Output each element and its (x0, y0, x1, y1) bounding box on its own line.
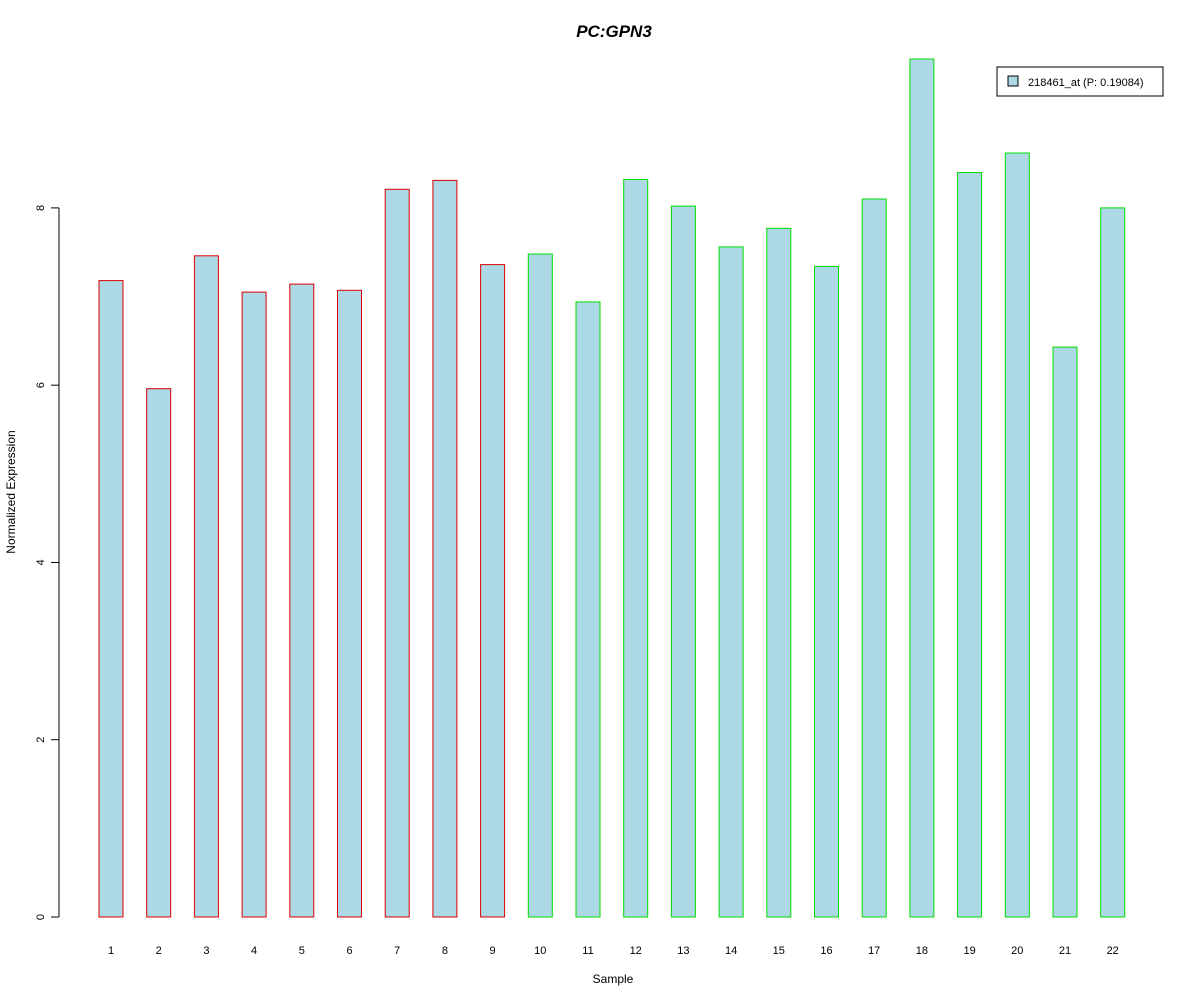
x-tick-label: 1 (108, 945, 114, 957)
bar (241, 291, 267, 918)
bar (909, 58, 935, 918)
x-tick-label: 15 (773, 945, 785, 957)
x-tick-label: 21 (1059, 945, 1071, 957)
y-tick-label: 6 (35, 382, 47, 388)
x-tick-label: 9 (490, 945, 496, 957)
x-tick-label: 4 (251, 945, 257, 957)
x-tick-label: 17 (868, 945, 880, 957)
bar (575, 301, 601, 918)
x-tick-label: 14 (725, 945, 737, 957)
x-tick-label: 13 (677, 945, 689, 957)
bar (957, 172, 983, 918)
bar (289, 283, 315, 918)
x-tick-label: 22 (1107, 945, 1119, 957)
legend-box (996, 66, 1164, 97)
x-tick-label: 7 (394, 945, 400, 957)
legend: 218461_at (P: 0.19084) (996, 66, 1164, 97)
x-tick-label: 19 (963, 945, 975, 957)
bar (384, 188, 410, 918)
y-tick-label: 2 (35, 737, 47, 743)
x-tick-label: 3 (203, 945, 209, 957)
chart-title: PC:GPN3 (576, 22, 652, 41)
bar (766, 227, 792, 918)
y-axis-label: Normalized Expression (4, 430, 18, 553)
x-axis-tick-labels: 1 2 3 4 5 6 7 8 9 10 11 12 13 14 15 16 17 18 19 20 21 22 (108, 945, 1119, 957)
bar (337, 289, 362, 918)
bar (432, 179, 458, 918)
bar (1004, 152, 1030, 918)
x-tick-label: 2 (156, 945, 162, 957)
bar (146, 388, 172, 918)
x-tick-label: 12 (630, 945, 642, 957)
x-tick-label: 18 (916, 945, 928, 957)
bar (861, 198, 887, 918)
x-tick-label: 10 (534, 945, 546, 957)
bar (527, 253, 553, 918)
bar (814, 265, 839, 918)
bar-group (98, 58, 1126, 918)
x-tick-label: 11 (582, 945, 593, 957)
bar (98, 280, 124, 918)
y-axis: 0 2 4 6 8 (35, 205, 60, 920)
bar (623, 179, 649, 918)
y-tick-label: 8 (35, 205, 47, 211)
bar (193, 255, 219, 918)
y-tick-label: 4 (35, 559, 47, 565)
legend-label: 218461_at (P: 0.19084) (1028, 77, 1144, 89)
x-tick-label: 16 (820, 945, 832, 957)
x-tick-label: 8 (442, 945, 448, 957)
x-tick-label: 6 (346, 945, 352, 957)
x-tick-label: 5 (299, 945, 305, 957)
x-axis-label: Sample (593, 972, 634, 986)
bar (718, 246, 744, 918)
bar (1100, 207, 1126, 918)
legend-swatch (1007, 75, 1019, 87)
bar (1052, 346, 1078, 918)
x-tick-label: 20 (1011, 945, 1023, 957)
y-tick-label: 0 (35, 914, 47, 920)
bar (670, 205, 696, 918)
bar (480, 264, 506, 918)
